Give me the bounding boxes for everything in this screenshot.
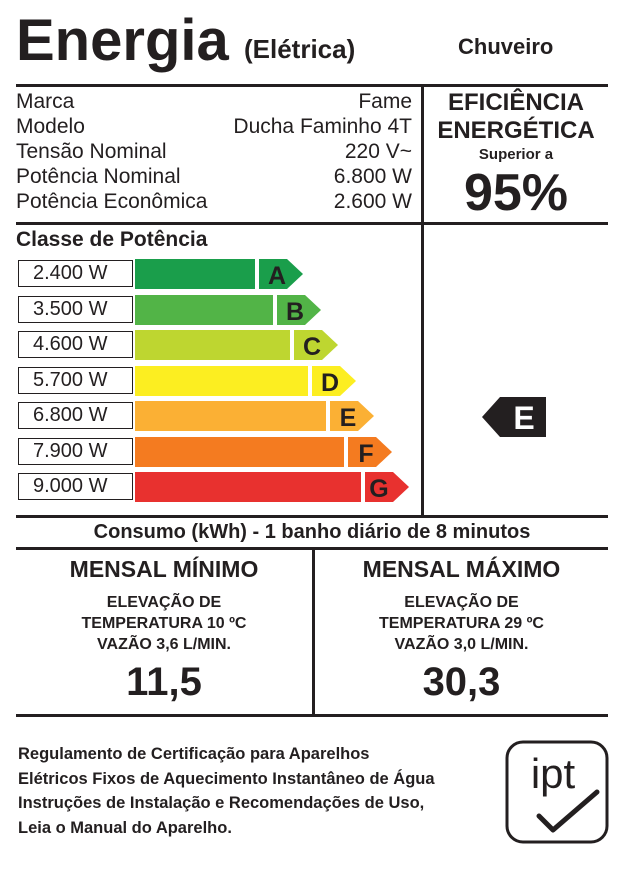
spec-label-modelo: Modelo [16, 115, 85, 138]
class-letter-c: C [303, 333, 321, 361]
class-bar-e: E [135, 401, 374, 432]
ipt-logo-text: ipt [531, 750, 576, 797]
spec-value-potencia-nominal: 6.800 W [333, 165, 412, 188]
selected-class-arrow: E [482, 397, 546, 437]
mensal-maximo-line3: VAZÃO 3,0 L/MIN. [394, 636, 529, 653]
class-title: Classe de Potência [16, 228, 208, 251]
efficiency-line2: ENERGÉTICA [437, 117, 595, 144]
checkmark-icon [536, 789, 600, 833]
class-power-e: 6.800 W [18, 402, 133, 429]
class-letter-e: E [340, 404, 357, 432]
footer-line-1: Regulamento de Certificação para Aparelh… [18, 745, 370, 763]
consumo-title: Consumo (kWh) - 1 banho diário de 8 minu… [93, 521, 531, 543]
class-power-a: 2.400 W [18, 260, 133, 287]
class-bar-b: B [135, 295, 321, 326]
mensal-minimo-line3: VAZÃO 3,6 L/MIN. [97, 636, 231, 653]
rule-consumo-bottom [16, 547, 608, 550]
class-letter-b: B [286, 298, 304, 326]
class-bar-f: F [135, 437, 392, 468]
mensal-minimo-value: 11,5 [126, 660, 202, 704]
spec-value-potencia-economica: 2.600 W [333, 190, 412, 213]
mensal-maximo-line1: ELEVAÇÃO DE [404, 594, 519, 611]
efficiency-qualifier: Superior a [478, 146, 554, 163]
mensal-minimo-line1: ELEVAÇÃO DE [106, 594, 222, 611]
spec-label-potencia-economica: Potência Econômica [16, 190, 208, 213]
rule-consumo-top [16, 515, 608, 518]
label-title: Energia [16, 8, 229, 73]
class-bar-g: G [135, 472, 409, 503]
spec-value-tensao: 220 V~ [344, 140, 412, 163]
footer-line-2: Elétricos Fixos de Aquecimento Instantân… [18, 769, 435, 788]
footer-line-4: Leia o Manual do Aparelho. [18, 818, 232, 837]
mensal-maximo-value: 30,3 [422, 660, 501, 704]
class-bar-d: D [135, 366, 356, 397]
spec-label-tensao: Tensão Nominal [16, 140, 167, 163]
footer-text: Regulamento de Certificação para Aparelh… [18, 742, 435, 840]
class-letter-g: G [369, 475, 388, 503]
product-type: Chuveiro [458, 34, 554, 59]
class-power-f: 7.900 W [18, 438, 133, 465]
rule-bottom [16, 714, 608, 717]
rule-top [16, 84, 608, 87]
divider-vertical-upper [421, 87, 424, 515]
class-bar-a: A [135, 259, 303, 290]
spec-label-potencia-nominal: Potência Nominal [16, 165, 181, 188]
efficiency-percent: 95% [463, 164, 569, 222]
spec-label-marca: Marca [16, 90, 75, 113]
footer-line-3: Instruções de Instalação e Recomendações… [18, 794, 425, 812]
class-bar-c: C [135, 330, 338, 361]
label-subtitle: (Elétrica) [244, 34, 356, 64]
spec-value-modelo: Ducha Faminho 4T [233, 115, 412, 138]
spec-value-marca: Fame [358, 90, 412, 113]
mensal-maximo-heading: MENSAL MÁXIMO [362, 556, 561, 582]
rule-specs [16, 222, 608, 225]
class-letter-f: F [358, 440, 373, 468]
mensal-minimo-line2: TEMPERATURA 10 ºC [81, 615, 247, 632]
class-power-c: 4.600 W [18, 331, 133, 358]
ipt-logo: ipt [505, 740, 609, 844]
class-power-d: 5.700 W [18, 367, 133, 394]
divider-vertical-lower [312, 550, 315, 714]
mensal-minimo-heading: MENSAL MÍNIMO [69, 556, 259, 582]
mensal-maximo-line2: TEMPERATURA 29 ºC [379, 615, 544, 632]
efficiency-line1: EFICIÊNCIA [447, 89, 584, 116]
class-letter-d: D [321, 369, 339, 397]
class-letter-a: A [268, 262, 286, 290]
selected-class-letter: E [513, 400, 534, 436]
class-power-b: 3.500 W [18, 296, 133, 323]
class-power-g: 9.000 W [18, 473, 133, 500]
